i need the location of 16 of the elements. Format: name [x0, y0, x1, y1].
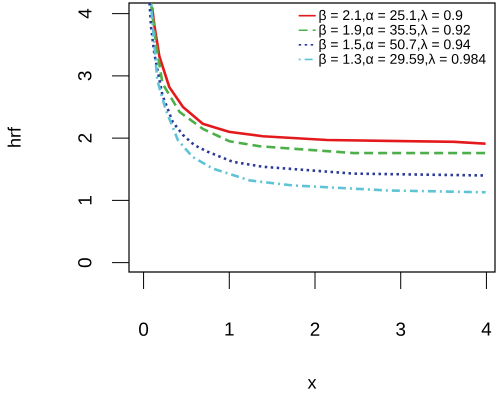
x-tick-label: 0 [139, 322, 148, 336]
legend-label: β = 1.5,α = 50.7,λ = 0.94 [319, 39, 470, 52]
x-tick-label: 2 [310, 322, 320, 336]
legend-label: β = 1.9,α = 35.5,λ = 0.92 [319, 24, 470, 38]
y-tick-label: 3 [78, 71, 92, 80]
y-axis-title: hrf [8, 127, 21, 147]
x-tick-label: 1 [225, 322, 234, 336]
y-tick-label: 4 [78, 8, 92, 18]
x-axis-title: x [308, 379, 316, 389]
y-tick-label: 1 [78, 196, 92, 204]
x-tick-label: 3 [396, 322, 406, 336]
x-tick-label: 4 [482, 322, 492, 336]
legend-label: β = 1.3,α = 29.59,λ = 0.984 [319, 54, 486, 67]
legend-label: β = 2.1,α = 25.1,λ = 0.9 [319, 10, 462, 23]
y-tick-label: 0 [78, 258, 92, 268]
y-tick-label: 2 [78, 134, 92, 142]
